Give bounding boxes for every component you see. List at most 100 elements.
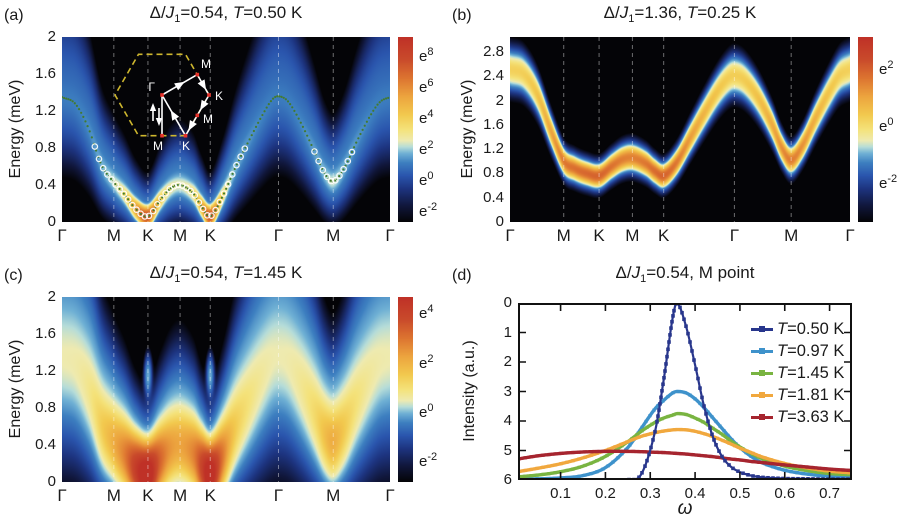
colorbar-tick-label: e6 [419,77,434,97]
title-part: =0.25 K [697,3,757,22]
legend-label-part: =1.81 K [787,386,845,404]
x-tick-label: K [142,486,154,505]
colorbar-exponent: 8 [427,46,434,59]
colorbar-tick-label: e-2 [879,173,898,193]
title-part: 1 [174,273,181,285]
legend-item: T=0.97 K [751,340,891,362]
colorbar-b [858,37,873,222]
x-tick-label: M [106,226,121,245]
panel-title-a: Δ/J1=0.54, T=0.50 K [150,3,303,25]
legend-marker-square [759,414,765,420]
inset-label-m-top: M [201,57,211,71]
title-part: Δ/ [149,3,166,22]
x-tick-label: M [784,226,799,245]
y-tick-label: 0.4 [35,436,56,453]
legend-marker-square [759,326,765,332]
y-tick-label: 0.8 [35,399,56,416]
legend-label-part: T [777,342,788,360]
x-tick-label: Γ [385,226,395,245]
x-tick-label: 0.2 [594,485,616,502]
x-tick-label: M [106,486,121,505]
x-tick-label: K [658,226,670,245]
x-tick-label: Γ [845,226,855,245]
legend-label: T=0.50 K [777,318,844,340]
y-tick-label: 2 [503,353,512,370]
colorbar-exponent: -2 [427,451,438,464]
y-tick-label: 1.2 [35,362,56,379]
title-part: J [165,263,175,282]
colorbar-exponent: 2 [427,138,434,151]
x-tick-label: K [142,226,154,245]
x-tick-label: K [204,226,216,245]
x-tick-label: 0.6 [774,485,796,502]
colorbar-exponent: 2 [887,59,894,72]
colorbar-tick-label: e0 [419,169,434,189]
title-part: T [232,263,244,282]
colorbar-tick-label: e8 [419,46,434,66]
legend-label: T=0.97 K [777,340,844,362]
x-axis-label-omega: ω [677,498,693,519]
title-part: J [165,3,175,22]
y-tick-label: 2 [47,28,56,45]
colorbar-tick-label: e0 [879,116,894,136]
y-tick-label: 1.2 [483,140,504,158]
colorbar-exponent: 4 [427,108,434,121]
title-part: Δ/ [615,263,632,282]
line-plot-canvas-d [518,303,852,480]
x-tick-label: Γ [729,226,740,245]
y-tick-label: 0.8 [483,164,504,182]
panel-letter-c: (c) [4,267,23,284]
colorbar-exponent: 0 [887,116,894,129]
inset-label-m-mid: M [203,112,213,126]
y-tick-label: 1.6 [35,325,56,342]
title-part: T [686,3,698,22]
colorbar-tick-label: e4 [419,108,434,128]
x-tick-label: Γ [385,486,395,505]
x-tick-label: Γ [57,226,67,245]
x-tick-label: M [172,486,188,505]
x-tick-label: M [625,226,640,245]
legend-marker-square [759,370,765,376]
inset-label-k-right: K [215,89,223,103]
title-part: =0.54, [180,3,233,22]
colorbar-exponent: 2 [427,352,434,365]
y-tick-label: 0 [47,213,56,230]
colorbar-exponent: 0 [427,169,434,182]
title-part: 1 [174,13,181,25]
legend-label: T=1.45 K [777,362,844,384]
x-tick-label: K [593,226,605,245]
x-tick-label: 0.7 [819,485,840,502]
y-tick-label: 6 [503,471,512,488]
y-tick-label: 5 [503,441,512,459]
colorbar-tick-label: e-2 [419,451,438,471]
y-tick-label: 0 [503,294,512,311]
title-part: =1.36, [634,3,687,22]
panel-letter-d: (d) [452,267,472,284]
colorbar-tick-label: e0 [419,402,434,421]
colorbar-tick-label: e2 [419,352,434,372]
title-part: =0.54, [180,263,233,282]
k-path-arrowheads [149,79,209,131]
legend-label-part: =1.45 K [787,364,845,382]
inset-label-k-bottom: K [182,139,190,153]
legend-marker-square [759,392,765,398]
heatmap-canvas-a [62,37,390,222]
panel-letter-a: (a) [4,7,24,24]
y-tick-label: 2.8 [483,43,504,61]
title-part: T [232,3,244,22]
high-symmetry-points [160,72,211,138]
legend-item: T=0.50 K [751,318,891,340]
legend-label-part: T [777,408,788,426]
legend-label-part: T [777,386,788,404]
colorbar-c [398,297,413,482]
legend-label-part: =3.63 K [787,408,845,426]
x-tick-label: Γ [273,486,284,505]
title-part: =0.50 K [243,3,303,22]
x-tick-label: M [172,226,188,245]
title-part: J [619,3,629,22]
legend-item: T=1.45 K [751,362,891,384]
legend-item: T=3.63 K [751,406,891,428]
y-tick-label: 1.6 [483,115,504,133]
y-tick-label: 2 [47,288,56,305]
